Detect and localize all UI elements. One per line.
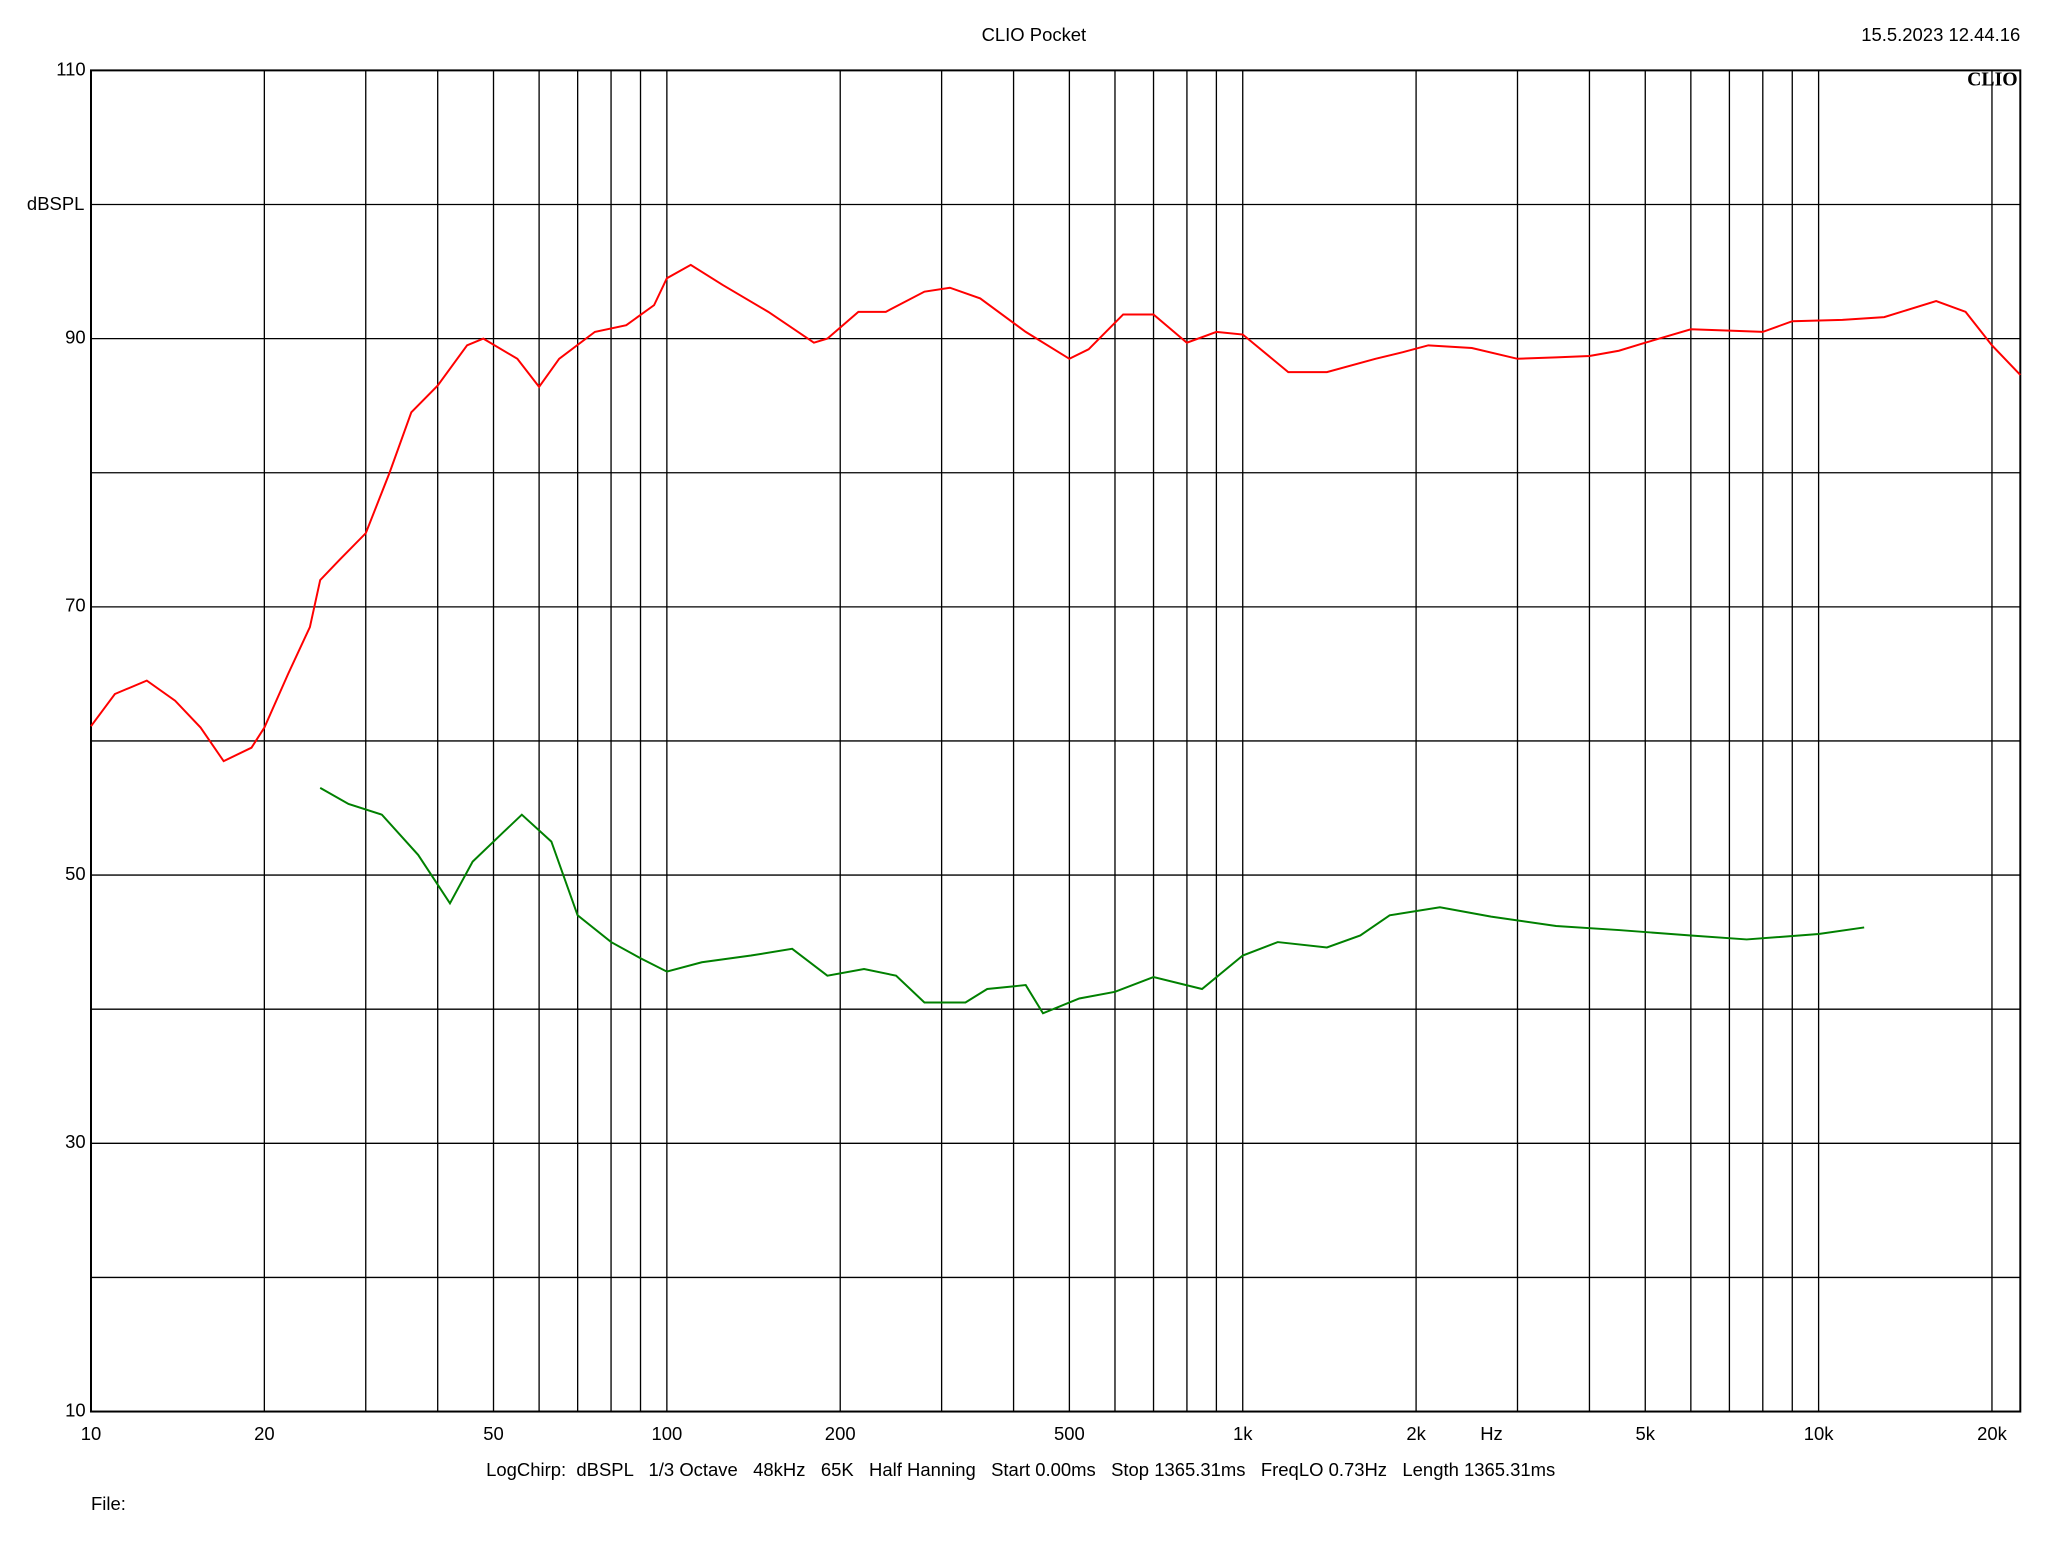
series-line xyxy=(319,787,1865,1015)
y-axis-label: dBSPL xyxy=(27,193,84,214)
y-tick-label: 90 xyxy=(65,326,86,347)
x-tick-label: 10 xyxy=(81,1423,102,1444)
y-tick-label: 10 xyxy=(65,1399,86,1420)
y-tick-label: 30 xyxy=(65,1131,86,1152)
x-tick-label: 2k xyxy=(1406,1423,1426,1444)
chart-title: CLIO Pocket xyxy=(982,24,1087,45)
x-tick-label: 10k xyxy=(1804,1423,1835,1444)
x-tick-label: 5k xyxy=(1636,1423,1656,1444)
plot-frame xyxy=(90,69,2022,1413)
x-tick-label: 200 xyxy=(825,1423,856,1444)
footer: LogChirp: dBSPL 1/3 Octave 48kHz 65K Hal… xyxy=(486,1459,1555,1480)
file-label: File: xyxy=(91,1493,126,1514)
x-tick-label: 20k xyxy=(1977,1423,2008,1444)
x-tick-label: 50 xyxy=(483,1423,504,1444)
y-tick-label: 50 xyxy=(65,863,86,884)
x-tick-label: 1k xyxy=(1233,1423,1253,1444)
x-tick-label: 100 xyxy=(651,1423,682,1444)
x-axis-label: Hz xyxy=(1480,1423,1503,1444)
x-tick-label: 500 xyxy=(1054,1423,1085,1444)
y-tick-label: 110 xyxy=(56,58,85,79)
series-line xyxy=(90,263,2022,763)
x-tick-label: 20 xyxy=(254,1423,275,1444)
timestamp: 15.5.2023 12.44.16 xyxy=(1861,24,2020,45)
y-tick-label: 70 xyxy=(65,595,86,616)
